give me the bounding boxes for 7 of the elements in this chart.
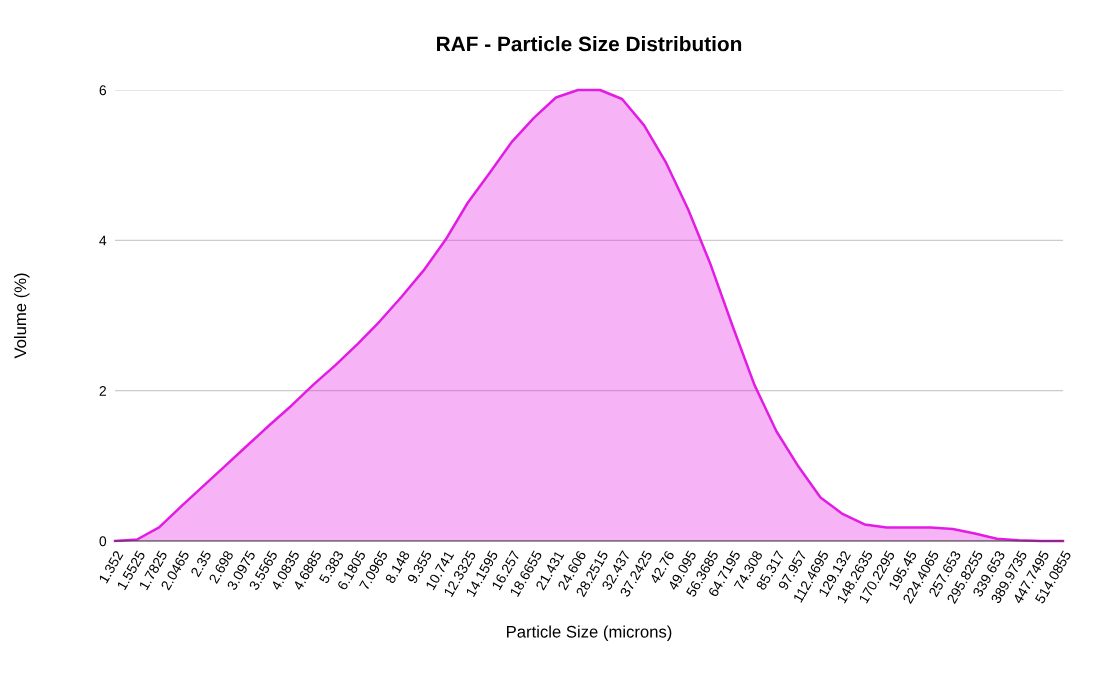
y-tick-label: 4 [99,235,107,246]
chart-title: RAF - Particle Size Distribution [437,36,742,52]
y-tick-label: 0 [99,536,107,547]
y-tick-label: 2 [99,386,106,396]
x-axis-title: Particle Size (microns) [507,625,672,641]
y-tick-label: 6 [99,85,107,96]
y-axis-title: Volume (%) [13,273,30,359]
